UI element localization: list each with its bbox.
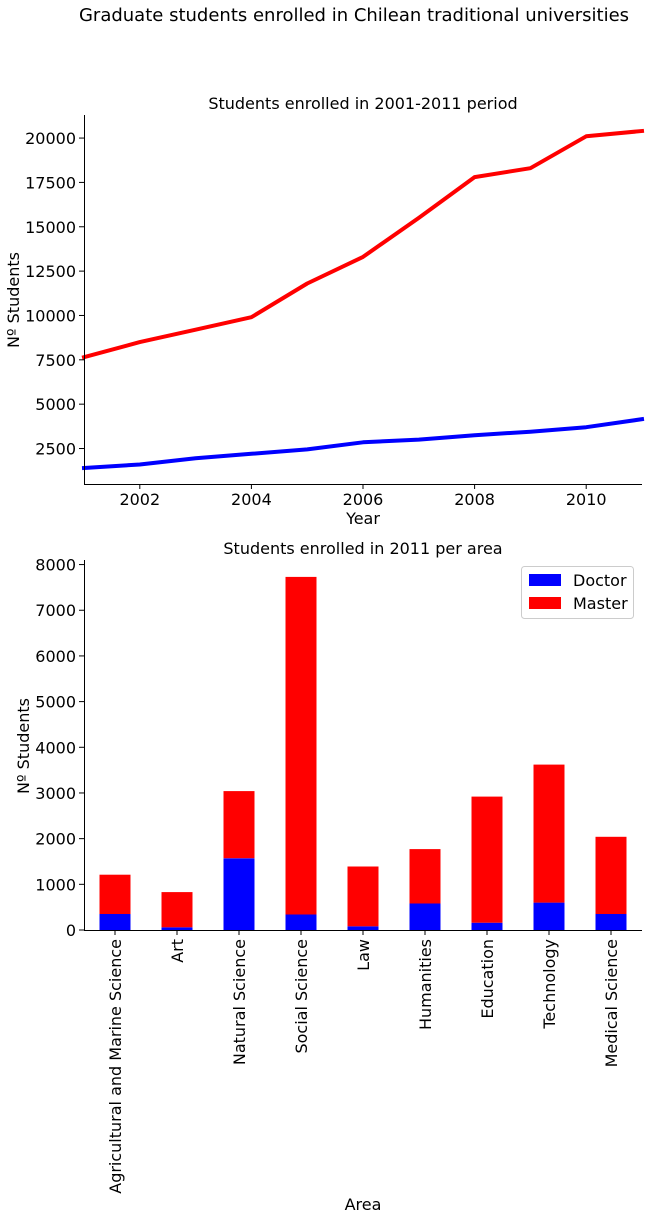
legend-swatch-master [529, 597, 561, 609]
bar-doctor [285, 914, 317, 930]
bar-master [471, 796, 503, 923]
bar-doctor [471, 922, 503, 930]
x-tick-label: 2010 [566, 490, 607, 509]
x-tick-label: Art [168, 939, 187, 963]
y-tick-label: 6000 [35, 647, 76, 666]
bar-doctor [347, 926, 379, 930]
x-tick-label: Humanities [416, 939, 435, 1030]
y-tick-label: 12500 [25, 262, 76, 281]
legend-label-master: Master [573, 594, 628, 613]
bar-chart-legend: Doctor Master [521, 566, 634, 619]
bar-doctor [161, 927, 193, 930]
bar-master [347, 866, 379, 927]
y-tick-label: 5000 [35, 395, 76, 414]
line-chart-x-label: Year [345, 509, 380, 528]
x-tick-label: 2006 [343, 490, 384, 509]
bar-doctor [595, 914, 627, 930]
bar-master [533, 764, 565, 903]
x-tick-label: 2002 [119, 490, 160, 509]
y-tick-label: 8000 [35, 556, 76, 575]
x-tick-label: 2004 [231, 490, 272, 509]
bar-doctor [223, 858, 255, 930]
x-tick-label: 2008 [454, 490, 495, 509]
bar-master [161, 892, 193, 928]
bar-master [99, 874, 131, 914]
x-tick-label: Education [478, 939, 497, 1019]
legend-swatch-doctor [529, 574, 561, 586]
x-tick-label: Law [354, 939, 373, 971]
line-chart: Students enrolled in 2001-2011 period 25… [4, 94, 645, 528]
y-tick-label: 15000 [25, 218, 76, 237]
bar-master [409, 849, 441, 904]
bar-doctor [99, 914, 131, 930]
x-tick-label: Agricultural and Marine Science [106, 939, 125, 1194]
y-tick-label: 4000 [35, 738, 76, 757]
bar-master [595, 836, 627, 914]
bar-master [223, 791, 255, 859]
x-tick-label: Natural Science [230, 939, 249, 1065]
x-tick-label: Technology [540, 939, 559, 1030]
bar-chart-y-label: Nº Students [14, 698, 33, 794]
y-tick-label: 0 [66, 921, 76, 940]
bar-chart: Students enrolled in 2011 per area 0 1000… [14, 539, 642, 1214]
line-chart-title: Students enrolled in 2001-2011 period [208, 94, 517, 113]
y-tick-label: 2000 [35, 830, 76, 849]
legend-label-doctor: Doctor [573, 571, 627, 590]
figure-title: Graduate students enrolled in Chilean tr… [79, 5, 629, 26]
bar-doctor [533, 902, 565, 930]
x-tick-label: Medical Science [602, 939, 621, 1067]
y-tick-label: 3000 [35, 784, 76, 803]
line-series-0 [81, 128, 645, 360]
y-tick-label: 5000 [35, 693, 76, 712]
y-tick-label: 20000 [25, 129, 76, 148]
y-tick-label: 7500 [35, 351, 76, 370]
line-chart-y-label: Nº Students [4, 252, 23, 348]
bar-chart-title: Students enrolled in 2011 per area [223, 539, 502, 558]
y-tick-label: 7000 [35, 601, 76, 620]
y-tick-label: 2500 [35, 440, 76, 459]
x-tick-label: Social Science [292, 939, 311, 1054]
y-tick-label: 10000 [25, 306, 76, 325]
bar-master [285, 576, 317, 915]
y-tick-label: 1000 [35, 875, 76, 894]
line-series-1 [81, 416, 645, 471]
y-tick-label: 17500 [25, 173, 76, 192]
bar-doctor [409, 903, 441, 930]
bar-chart-x-label: Area [345, 1195, 382, 1214]
